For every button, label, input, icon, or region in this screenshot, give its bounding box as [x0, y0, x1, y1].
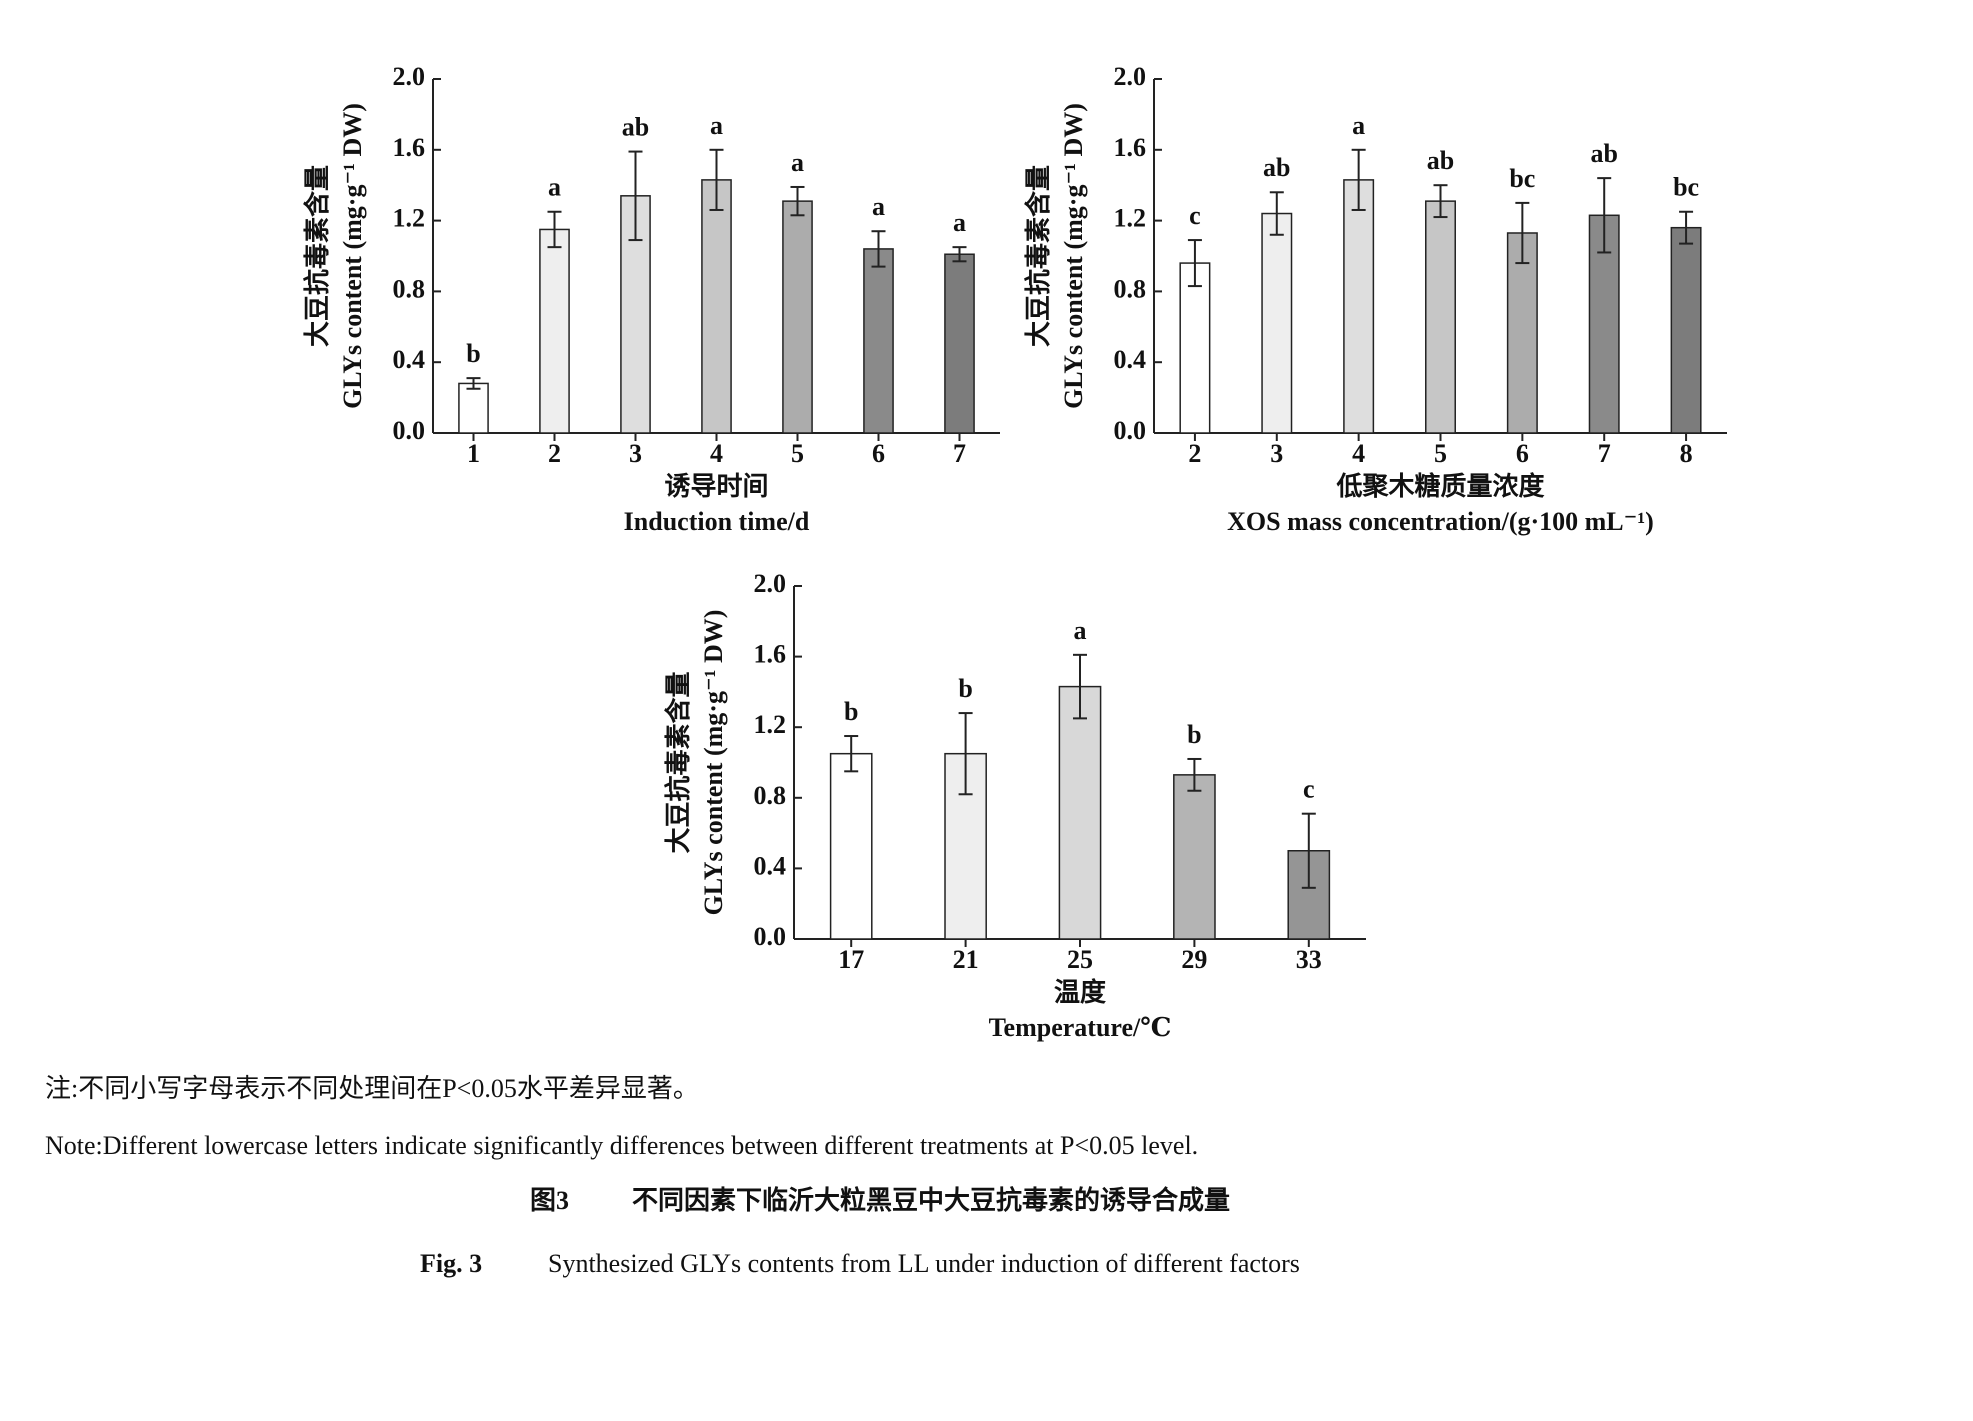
y-tick-label: 2.0 — [1114, 62, 1147, 91]
bar — [701, 179, 732, 434]
x-label-en: Induction time/d — [624, 507, 810, 536]
y-tick-label: 1.2 — [754, 710, 787, 739]
x-tick-label: 3 — [1270, 439, 1283, 468]
y-tick-label: 0.8 — [1114, 274, 1147, 303]
x-tick-label: 17 — [838, 945, 864, 974]
significance-letter: b — [466, 339, 480, 368]
y-tick-label: 2.0 — [393, 62, 426, 91]
y-tick-label: 0.0 — [393, 416, 426, 445]
bar — [944, 253, 975, 434]
y-tick-label: 2.0 — [754, 569, 787, 598]
significance-letter: a — [791, 148, 804, 177]
significance-letter: a — [710, 111, 723, 140]
bar — [1425, 200, 1456, 434]
significance-letter: ab — [1263, 153, 1290, 182]
bar — [863, 248, 894, 434]
y-tick-label: 0.4 — [393, 345, 426, 374]
significance-letter: a — [953, 208, 966, 237]
caption-en-label: Fig. 3 — [420, 1249, 482, 1278]
x-tick-label: 6 — [1516, 439, 1529, 468]
x-tick-label: 1 — [467, 439, 480, 468]
x-label-en: XOS mass concentration/(g·100 mL⁻¹) — [1227, 507, 1654, 536]
significance-letter: b — [1187, 720, 1201, 749]
significance-letter: c — [1303, 775, 1315, 804]
significance-letter: b — [844, 697, 858, 726]
x-tick-label: 2 — [548, 439, 561, 468]
x-tick-label: 3 — [629, 439, 642, 468]
significance-letter: a — [1074, 616, 1087, 645]
x-tick-label: 29 — [1181, 945, 1207, 974]
x-tick-label: 8 — [1680, 439, 1693, 468]
x-label-zh: 低聚木糖质量浓度 — [1335, 471, 1544, 501]
x-tick-label: 7 — [953, 439, 966, 468]
x-tick-label: 33 — [1296, 945, 1322, 974]
y-label-en: GLYs content (mg·g⁻¹ DW) — [699, 610, 728, 916]
caption-en: Synthesized GLYs contents from LL under … — [548, 1249, 1300, 1278]
significance-letter: a — [1352, 111, 1365, 140]
bar — [782, 200, 813, 434]
caption-zh-label: 图3 — [530, 1186, 569, 1215]
x-tick-label: 5 — [791, 439, 804, 468]
note-en: Note:Different lowercase letters indicat… — [45, 1131, 1198, 1160]
x-tick-label: 25 — [1067, 945, 1093, 974]
y-tick-label: 0.8 — [393, 274, 426, 303]
significance-letter: ab — [1427, 146, 1454, 175]
significance-letter: ab — [622, 113, 649, 142]
y-tick-label: 0.0 — [1114, 416, 1147, 445]
x-tick-label: 2 — [1188, 439, 1201, 468]
y-label-en: GLYs content (mg·g⁻¹ DW) — [338, 103, 367, 409]
x-tick-label: 6 — [872, 439, 885, 468]
bar — [1506, 232, 1538, 434]
bar — [1261, 212, 1293, 434]
bar — [1343, 179, 1375, 434]
x-label-zh: 诱导时间 — [664, 472, 768, 501]
y-label-zh: 大豆抗毒素含量 — [1023, 165, 1053, 347]
significance-letter: bc — [1673, 173, 1699, 202]
significance-letter: a — [548, 173, 561, 202]
caption-zh: 不同因素下临沂大粒黑豆中大豆抗毒素的诱导合成量 — [632, 1185, 1230, 1215]
significance-letter: c — [1189, 201, 1201, 230]
x-tick-label: 4 — [710, 439, 723, 468]
y-tick-label: 0.4 — [1114, 345, 1147, 374]
bar — [1179, 262, 1211, 434]
significance-letter: ab — [1590, 139, 1617, 168]
y-tick-label: 1.6 — [393, 133, 426, 162]
bar — [458, 382, 489, 434]
note-zh: 注:不同小写字母表示不同处理间在P<0.05水平差异显著。 — [45, 1074, 699, 1103]
bar — [829, 752, 873, 940]
y-tick-label: 1.6 — [754, 640, 787, 669]
y-tick-label: 1.2 — [393, 204, 426, 233]
x-label-zh: 温度 — [1054, 977, 1106, 1007]
bar — [1670, 226, 1702, 434]
x-tick-label: 5 — [1434, 439, 1447, 468]
y-label-zh: 大豆抗毒素含量 — [302, 165, 332, 347]
y-tick-label: 1.6 — [1114, 133, 1147, 162]
significance-letter: b — [958, 674, 972, 703]
y-tick-label: 0.0 — [754, 922, 787, 951]
bar — [539, 228, 570, 434]
bar — [1173, 774, 1216, 940]
significance-letter: a — [872, 192, 885, 221]
x-label-en: Temperature/℃ — [989, 1013, 1172, 1042]
x-tick-label: 7 — [1598, 439, 1611, 468]
y-tick-label: 0.8 — [754, 781, 787, 810]
significance-letter: bc — [1509, 164, 1535, 193]
y-tick-label: 1.2 — [1114, 204, 1147, 233]
bar — [1058, 685, 1102, 940]
y-tick-label: 0.4 — [754, 851, 787, 880]
y-label-zh: 大豆抗毒素含量 — [663, 671, 693, 853]
x-tick-label: 4 — [1352, 439, 1365, 468]
x-tick-label: 21 — [953, 945, 979, 974]
y-label-en: GLYs content (mg·g⁻¹ DW) — [1059, 103, 1088, 409]
